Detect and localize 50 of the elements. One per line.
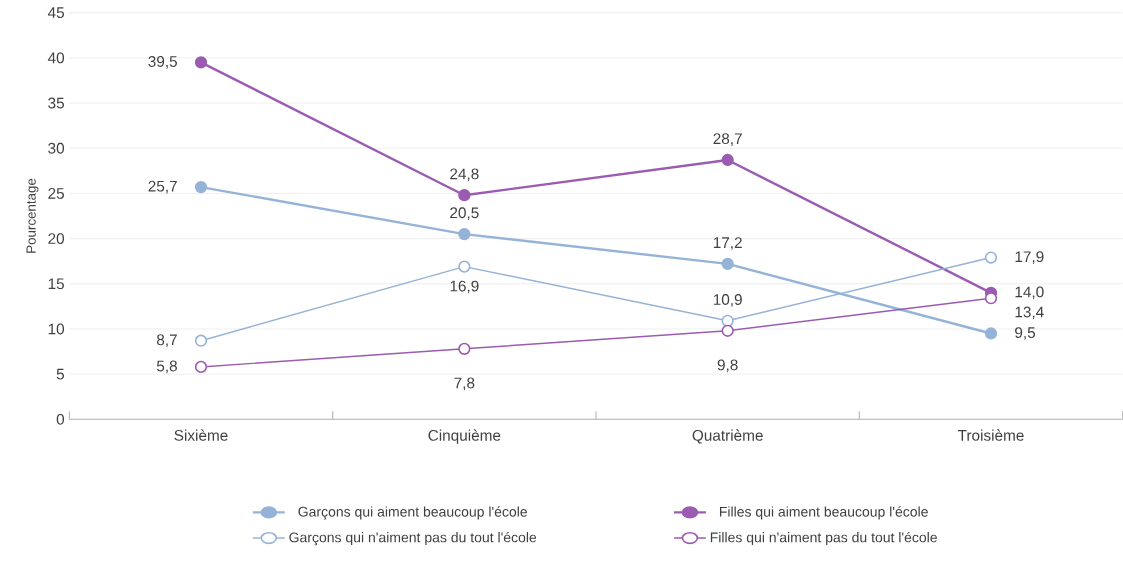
legend-label: Filles qui n'aiment pas du tout l'école (710, 531, 937, 546)
data-label: 9,8 (717, 359, 738, 373)
y-tick-label: 30 (48, 142, 65, 154)
legend-label: Filles qui aiment beaucoup l'école (719, 506, 928, 520)
data-label: 39,5 (148, 56, 177, 69)
data-label: 25,7 (148, 180, 177, 194)
point (721, 314, 734, 327)
point (984, 251, 998, 264)
y-tick-label: 0 (56, 413, 65, 425)
y-tick-label: 35 (48, 97, 64, 109)
point (984, 292, 998, 305)
point (194, 180, 208, 194)
data-label: 16,9 (450, 280, 479, 294)
x-tick-label: Sixième (174, 429, 228, 441)
data-label: 8,7 (156, 334, 177, 348)
point (458, 260, 471, 273)
point (194, 360, 208, 374)
data-label: 13,4 (1015, 306, 1044, 320)
x-tick-label: Quatrième (692, 429, 763, 444)
data-label: 20,5 (450, 207, 479, 221)
data-label: 17,9 (1015, 251, 1044, 264)
legend-label: Garçons qui aiment beaucoup l'école (298, 506, 527, 520)
point (458, 189, 471, 202)
y-tick-label: 10 (48, 323, 65, 335)
y-tick-label: 45 (47, 7, 64, 19)
y-tick-label: 15 (48, 278, 64, 290)
point (458, 227, 471, 241)
x-tick-label: Troisième (957, 429, 1024, 441)
data-label: 9,5 (1015, 327, 1036, 340)
data-label: 28,7 (713, 133, 742, 146)
y-tick-label: 40 (47, 52, 65, 64)
data-label: 17,2 (713, 237, 742, 250)
y-axis-title: Pourcentage (26, 178, 39, 253)
point (984, 327, 998, 340)
legend-label: Garçons qui n'aiment pas du tout l'école (289, 531, 537, 546)
y-tick-label: 25 (48, 187, 64, 199)
point (194, 56, 208, 69)
point (721, 153, 734, 167)
data-label: 24,8 (450, 168, 479, 182)
point (194, 334, 208, 347)
y-tick-label: 20 (48, 233, 65, 245)
y-tick-label: 5 (56, 368, 64, 380)
point (721, 257, 734, 271)
point (721, 324, 734, 337)
x-tick-label: Cinquième (428, 429, 501, 444)
data-label: 14,0 (1015, 286, 1044, 300)
data-label: 10,9 (713, 294, 742, 307)
data-label: 7,8 (454, 377, 475, 391)
point (458, 342, 471, 355)
data-label: 5,8 (156, 360, 177, 374)
